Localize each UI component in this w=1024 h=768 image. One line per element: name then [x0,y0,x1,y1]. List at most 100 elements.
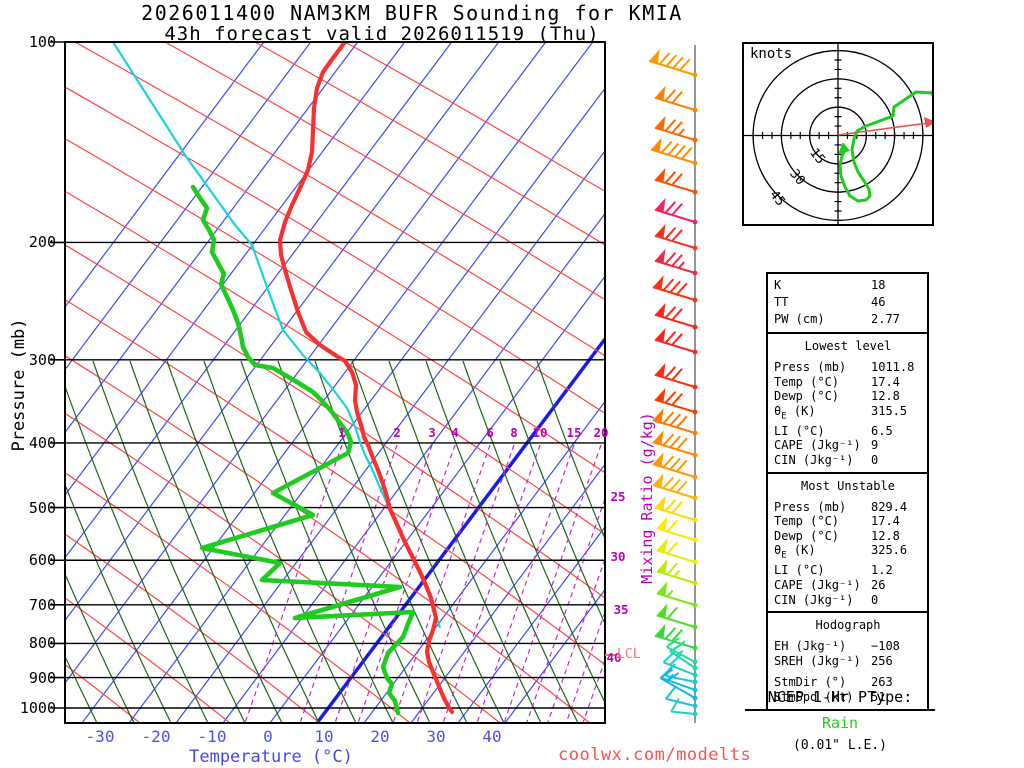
wind-barb [654,362,698,390]
indices-row: SREH (Jkg⁻¹) 256 [774,654,922,669]
indices-row-value: 315.5 [871,403,908,418]
indices-row-value: 17.4 [871,514,900,529]
temperature-tick-label: -20 [141,727,171,746]
indices-section-header: Lowest level [804,339,892,353]
hodograph [742,42,934,226]
wind-barb [652,452,698,480]
indices-row-value: 0 [871,452,879,467]
indices-row-value: 256 [871,654,893,669]
indices-row: CAPE (Jkg⁻¹) 26 [774,578,922,593]
indices-row-value: 6.5 [871,423,893,438]
indices-row-value: 18 [871,278,886,292]
wind-barb [669,642,698,671]
temperature-tick-label: 0 [263,727,273,746]
wind-barb [662,651,698,678]
indices-row-value: 325.6 [871,543,908,558]
temperature-tick-label: 20 [370,727,390,746]
wind-barb [652,473,698,501]
indices-row-value: 12.8 [871,389,900,404]
indices-row: θE (K) 315.5 [774,404,922,424]
mixing-ratio-inline-label: 10 [532,425,548,440]
pressure-tick-marks [50,41,65,709]
wind-barb [652,430,698,458]
ptype-note: (0.01" L.E.) [793,738,887,753]
wind-barb [656,516,698,543]
page-title: 2026011400 NAM3KM BUFR Sounding for KMIA [141,1,683,25]
indices-table: K 18 TT 46 PW (cm) 2.77 Lowest level Press (mb)… [766,272,929,712]
hodograph-trace-arrowhead [838,142,850,154]
indices-section-header: Most Unstable [801,478,895,493]
indices-row: Press (mb) 1011.8 [774,360,922,375]
indices-row-label: Dewp (°C) [774,528,840,543]
wind-barb [659,668,698,701]
mixing-ratio-right-label: 25 [610,489,626,504]
wind-barb [670,698,698,717]
indices-row-label: SREH (Jkg⁻¹) [774,654,861,669]
indices-row: CIN (Jkg⁻¹) 0 [774,593,922,608]
indices-row-label: EH (Jkg⁻¹) [774,639,847,654]
indices-summary-section: K 18 TT 46 PW (cm) 2.77 [768,274,927,332]
pressure-tick-label: 300 [28,350,56,369]
pressure-tick-label: 700 [28,595,56,614]
indices-row-value: 46 [871,295,886,309]
indices-row: θE (K) 325.6 [774,543,922,563]
mixing-ratio-inline-label: 15 [566,425,582,440]
indices-row-label: CAPE (Jkg⁻¹) [774,438,861,453]
wind-barb [654,248,698,276]
pressure-tick-label: 400 [28,433,56,452]
wind-barb [654,197,698,225]
mixing-ratio-right-label: 35 [613,602,629,617]
wind-barb [652,408,698,436]
indices-row-label: K [774,278,782,292]
indices-row: Dewp (°C) 12.8 [774,529,922,544]
indices-row-label: Press (mb) [774,360,847,374]
wind-barb [656,559,698,586]
pressure-tick-label: 600 [28,551,56,570]
mixing-ratio-right-label: 40 [606,650,622,665]
indices-row-label: StmDir (°) [774,675,847,690]
indices-row: Temp (°C) 17.4 [774,514,922,529]
wind-barb [650,137,698,166]
wind-barb [660,666,698,693]
wind-barb [654,495,698,523]
indices-row-label: StmSpd (kt) [774,690,854,705]
indices-row: StmSpd (kt) 51 [774,690,922,705]
ptype-value: Rain [821,714,859,732]
indices-row: Press (mb) 829.4 [774,500,922,515]
indices-row-label: LI (°C) [774,423,825,438]
indices-row: EH (Jkg⁻¹) −108 [774,639,922,654]
mixing-ratio-inline-label: 3 [428,425,436,440]
wind-barb [652,275,698,303]
indices-row: PW (cm) 2.77 [774,311,922,328]
page-subtitle: 43h forecast valid 2026011519 (Thu) [164,23,600,45]
indices-row: K 18 [774,277,922,294]
isotherm-lines [65,42,605,723]
wind-barb [648,49,698,78]
pressure-tick-label: 200 [28,233,56,252]
wind-barb [654,302,698,330]
indices-row-value: 12.8 [871,528,900,543]
indices-row-label: Press (mb) [774,499,847,514]
wind-barb [654,387,698,415]
indices-row-label: TT [774,295,789,309]
plot-border [64,41,606,724]
freezing-isotherm-line [315,336,605,723]
indices-row-label: θE (K) [774,403,816,422]
wind-barb [654,223,698,251]
indices-row-label: CAPE (Jkg⁻¹) [774,577,861,592]
mixing-ratio-right-label: 30 [610,549,626,564]
wind-barb [656,538,698,565]
pressure-tick-label: 900 [28,668,56,687]
hodograph-trace-top-dot [930,90,932,96]
wind-barb [654,167,698,195]
temperature-trace [277,42,455,715]
indices-row-value: 17.4 [871,374,900,389]
indices-row: LI (°C) 6.5 [774,424,922,439]
mixing-ratio-inline-label: 8 [510,425,518,440]
mixing-ratio-axis-title: Mixing Ratio (g/kg) [638,412,656,584]
indices-row-value: 1011.8 [871,360,915,374]
wind-barb [656,581,698,608]
indices-row-label: CIN (Jkg⁻¹) [774,452,854,467]
indices-row-value: 1.2 [871,563,893,578]
